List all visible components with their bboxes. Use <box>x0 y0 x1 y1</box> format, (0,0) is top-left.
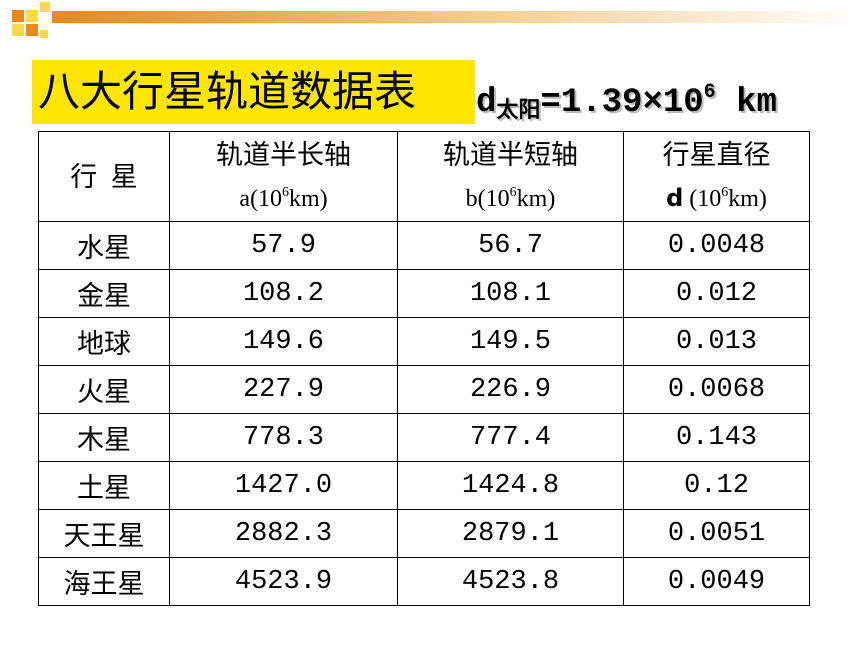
value-cell: 0.013 <box>623 317 810 366</box>
decor-square <box>26 24 38 36</box>
data-row: 火星 227.9 226.9 0.0068 <box>38 365 810 414</box>
value-cell: 778.3 <box>169 413 398 462</box>
formula-value: =1.39×10 <box>540 84 704 122</box>
header-unit: d (106km) <box>624 174 809 218</box>
data-row: 天王星 2882.3 2879.1 0.0051 <box>38 509 810 558</box>
header-unit: b(106km) <box>398 174 623 218</box>
header-symbol: d <box>666 183 684 212</box>
header-bar <box>52 11 860 23</box>
header-line: 轨道半长轴 <box>216 139 351 170</box>
value-cell: 4523.9 <box>169 557 398 606</box>
decor-square <box>12 10 24 22</box>
header-cell: 行 星 <box>38 131 170 222</box>
header-cell: 轨道半短轴 b(106km) <box>397 131 624 222</box>
decor-square <box>40 30 48 38</box>
header-line: 行星直径 <box>662 139 771 170</box>
decor-square <box>40 2 50 12</box>
header-line: 行 星 <box>70 161 138 192</box>
value-cell: 777.4 <box>397 413 624 462</box>
planet-name: 木星 <box>38 413 170 462</box>
sun-diameter: d太阳=1.39×106 km <box>476 66 777 138</box>
decor-square <box>26 10 38 22</box>
value-cell: 0.0049 <box>623 557 810 606</box>
header-row: 行 星轨道半长轴 a(106km) 轨道半短轴 b(106km) 行星直径 d (106k… <box>38 131 810 222</box>
header-unit-text: a(10 <box>239 185 282 212</box>
header-unit-text: (10 <box>683 185 722 212</box>
value-cell: 149.6 <box>169 317 398 366</box>
data-row: 海王星 4523.9 4523.8 0.0049 <box>38 557 810 606</box>
value-cell: 0.0048 <box>623 221 810 270</box>
planet-name: 土星 <box>38 461 170 510</box>
formula-symbol: d <box>476 84 497 122</box>
planet-name: 海王星 <box>38 557 170 606</box>
formula-unit: km <box>715 84 777 122</box>
header-line: 轨道半短轴 <box>443 139 578 170</box>
value-cell: 0.12 <box>623 461 810 510</box>
planet-name: 火星 <box>38 365 170 414</box>
planet-name: 金星 <box>38 269 170 318</box>
planet-name: 地球 <box>38 317 170 366</box>
value-cell: 1424.8 <box>397 461 624 510</box>
data-row: 木星 778.3 777.4 0.143 <box>38 413 810 462</box>
value-cell: 0.143 <box>623 413 810 462</box>
header-cell: 轨道半长轴 a(106km) <box>169 131 398 222</box>
planet-name: 水星 <box>38 221 170 270</box>
planet-name: 天王星 <box>38 509 170 558</box>
value-cell: 1427.0 <box>169 461 398 510</box>
header-unit-text: km) <box>728 185 767 212</box>
header-unit: a(106km) <box>170 174 397 218</box>
decor-square <box>12 24 24 36</box>
header-unit-text: km) <box>516 185 556 212</box>
value-cell: 56.7 <box>397 221 624 270</box>
data-row: 金星 108.2 108.1 0.012 <box>38 269 810 318</box>
value-cell: 108.2 <box>169 269 398 318</box>
header-exponent: 6 <box>509 184 517 200</box>
header-exponent: 6 <box>281 184 289 200</box>
value-cell: 4523.8 <box>397 557 624 606</box>
value-cell: 2882.3 <box>169 509 398 558</box>
title-highlight <box>32 60 475 124</box>
value-cell: 0.012 <box>623 269 810 318</box>
data-row: 土星 1427.0 1424.8 0.12 <box>38 461 810 510</box>
value-cell: 149.5 <box>397 317 624 366</box>
value-cell: 108.1 <box>397 269 624 318</box>
value-cell: 227.9 <box>169 365 398 414</box>
value-cell: 0.0051 <box>623 509 810 558</box>
value-cell: 2879.1 <box>397 509 624 558</box>
value-cell: 0.0068 <box>623 365 810 414</box>
header-unit-text: km) <box>288 185 328 212</box>
header-unit-text: b(10 <box>465 185 510 212</box>
data-row: 水星 57.9 56.7 0.0048 <box>38 221 810 270</box>
value-cell: 57.9 <box>169 221 398 270</box>
title: 八大行星轨道数据表 <box>38 67 417 116</box>
header-exponent: 6 <box>721 184 729 200</box>
formula-exponent: 6 <box>703 81 716 104</box>
planet-table: 行 星轨道半长轴 a(106km) 轨道半短轴 b(106km) 行星直径 d (106k… <box>38 131 810 606</box>
formula-subscript: 太阳 <box>496 98 541 123</box>
header-cell: 行星直径 d (106km) <box>623 131 810 222</box>
value-cell: 226.9 <box>397 365 624 414</box>
data-row: 地球 149.6 149.5 0.013 <box>38 317 810 366</box>
